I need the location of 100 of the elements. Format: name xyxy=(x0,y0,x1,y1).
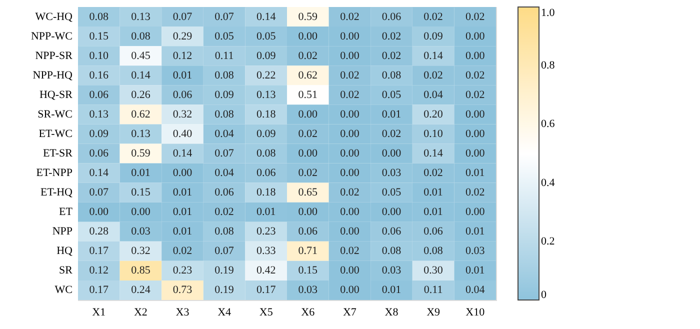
data-label: 0.14 xyxy=(131,69,151,82)
data-label: 0.02 xyxy=(465,69,485,82)
data-label: 0.13 xyxy=(89,108,110,120)
data-label: 0.00 xyxy=(340,148,360,160)
data-label: 0.02 xyxy=(214,206,234,218)
data-label: 0.01 xyxy=(465,264,485,277)
data-label: 0.00 xyxy=(382,148,402,160)
data-label: 0.03 xyxy=(465,245,486,258)
x-tick-label: X1 xyxy=(92,306,106,318)
data-label: 0.45 xyxy=(131,50,151,62)
data-label: 0.33 xyxy=(256,245,276,258)
data-label: 0.02 xyxy=(298,128,318,140)
y-tick-label: HQ xyxy=(56,245,73,258)
data-label: 0.26 xyxy=(131,88,151,101)
color-bar-label: 0.8 xyxy=(541,60,556,72)
data-label: 0.00 xyxy=(131,206,151,218)
data-label: 0.00 xyxy=(340,30,360,42)
data-label: 0.16 xyxy=(89,69,110,82)
x-tick-label: X2 xyxy=(134,306,148,318)
data-label: 0.01 xyxy=(172,206,192,218)
data-label: 0.65 xyxy=(298,186,318,199)
x-tick-label: X9 xyxy=(426,306,441,318)
data-label: 0.71 xyxy=(298,245,318,258)
data-label: 0.02 xyxy=(424,69,443,82)
data-label: 0.14 xyxy=(89,167,110,180)
data-label: 0.07 xyxy=(214,10,234,23)
data-label: 0.00 xyxy=(340,167,360,180)
data-label: 0.02 xyxy=(424,10,443,23)
data-label: 0.07 xyxy=(214,148,234,160)
data-label: 0.03 xyxy=(298,284,318,296)
data-label: 0.08 xyxy=(89,10,110,23)
x-tick-label: X3 xyxy=(176,306,190,318)
data-label: 0.13 xyxy=(131,10,151,23)
data-label: 0.01 xyxy=(382,108,402,120)
data-label: 0.08 xyxy=(214,69,234,82)
data-label: 0.18 xyxy=(256,108,276,120)
x-tick-label: X7 xyxy=(342,306,357,318)
data-label: 0.01 xyxy=(424,206,443,218)
y-tick-label: WC xyxy=(54,284,72,296)
data-label: 0.51 xyxy=(298,88,318,101)
data-label: 0.01 xyxy=(172,69,192,82)
data-label: 0.00 xyxy=(465,108,486,120)
data-label: 0.14 xyxy=(256,10,276,23)
data-label: 0.32 xyxy=(131,245,150,258)
data-label: 0.06 xyxy=(298,226,318,238)
data-label: 0.12 xyxy=(172,50,192,62)
data-label: 0.05 xyxy=(382,88,402,101)
data-label: 0.30 xyxy=(424,264,444,277)
data-label: 0.00 xyxy=(340,226,360,238)
data-label: 0.20 xyxy=(424,108,444,120)
data-label: 0.15 xyxy=(89,30,110,42)
data-label: 0.00 xyxy=(298,206,318,218)
data-label: 0.19 xyxy=(214,284,234,296)
data-label: 0.02 xyxy=(298,167,318,180)
data-label: 0.02 xyxy=(340,186,360,199)
data-label: 0.14 xyxy=(172,148,193,160)
y-tick-label: ET-SR xyxy=(42,148,74,160)
data-label: 0.06 xyxy=(214,186,234,199)
data-label: 0.07 xyxy=(214,245,234,258)
y-tick-label: NPP xyxy=(52,226,72,238)
x-tick-label: X6 xyxy=(301,306,316,318)
data-label: 0.14 xyxy=(424,50,444,62)
data-label: 0.08 xyxy=(382,69,402,82)
data-label: 0.17 xyxy=(89,284,110,296)
data-label: 0.08 xyxy=(214,226,234,238)
data-label: 0.09 xyxy=(256,50,276,62)
data-label: 0.02 xyxy=(382,30,402,42)
data-label: 0.06 xyxy=(382,226,402,238)
data-label: 0.00 xyxy=(465,128,486,140)
data-label: 0.02 xyxy=(298,50,318,62)
data-label: 0.23 xyxy=(172,264,193,277)
data-label: 0.19 xyxy=(214,264,234,277)
data-label: 0.73 xyxy=(172,284,193,296)
data-label: 0.85 xyxy=(131,264,151,277)
data-label: 0.00 xyxy=(340,108,360,120)
y-tick-label: ET-HQ xyxy=(40,186,73,199)
y-tick-label: ET-NPP xyxy=(36,167,72,180)
data-label: 0.59 xyxy=(131,148,151,160)
data-label: 0.09 xyxy=(214,88,234,101)
data-label: 0.13 xyxy=(131,128,151,140)
data-label: 0.02 xyxy=(465,10,485,23)
data-label: 0.00 xyxy=(340,264,360,277)
data-label: 0.00 xyxy=(340,50,360,62)
y-tick-label: NPP-HQ xyxy=(32,69,73,82)
data-label: 0.01 xyxy=(465,226,485,238)
data-label: 0.08 xyxy=(131,30,151,42)
data-label: 0.28 xyxy=(89,226,110,238)
data-label: 0.08 xyxy=(214,108,234,120)
data-label: 0.04 xyxy=(465,284,486,296)
data-label: 0.00 xyxy=(172,167,193,180)
data-label: 0.22 xyxy=(256,69,276,82)
data-label: 0.07 xyxy=(172,10,193,23)
data-label: 0.01 xyxy=(172,186,192,199)
data-label: 0.59 xyxy=(298,10,318,23)
x-tick-label: X5 xyxy=(259,306,274,318)
color-bar-label: 0.2 xyxy=(541,235,555,248)
data-label: 0.00 xyxy=(465,206,486,218)
color-bar-label: 0.4 xyxy=(541,176,556,189)
data-label: 0.09 xyxy=(424,30,444,42)
data-label: 0.01 xyxy=(382,284,402,296)
